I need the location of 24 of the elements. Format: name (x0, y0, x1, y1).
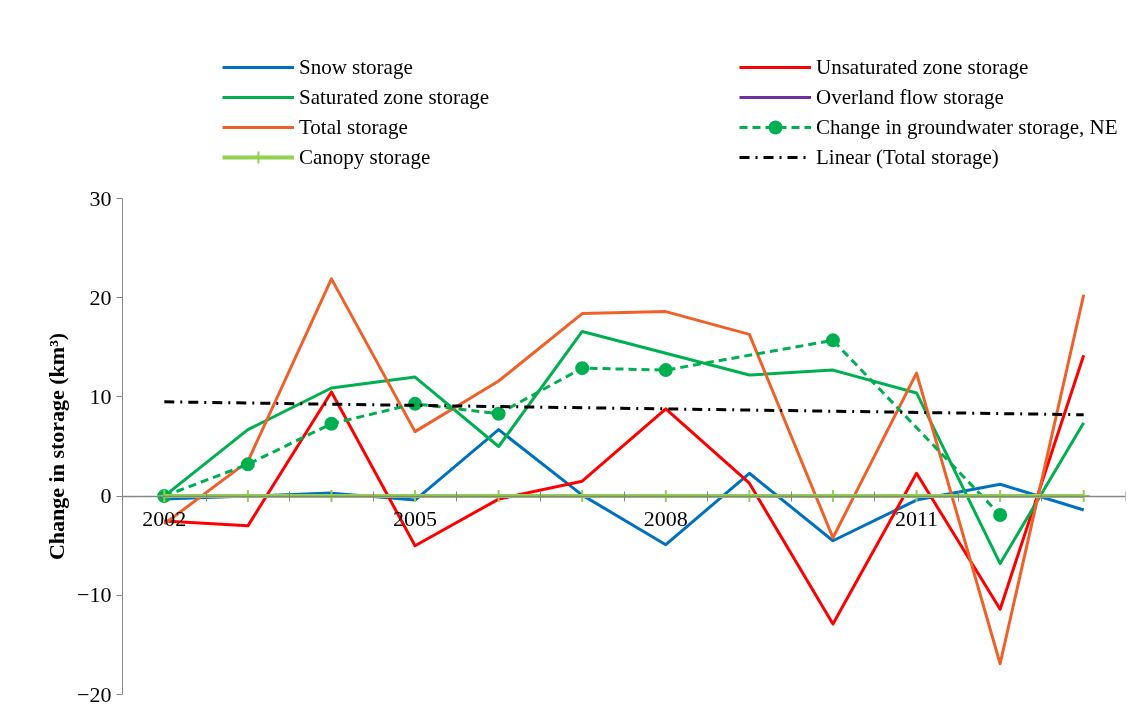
x-tick-label: 2011 (894, 506, 939, 532)
legend-label: Saturated zone storage (299, 83, 491, 111)
y-tick-label: 20 (89, 284, 112, 310)
legend-label: Canopy storage (299, 143, 432, 171)
point (825, 333, 840, 348)
legend-label: Snow storage (299, 53, 414, 81)
y-axis-title: Change in storage (km³) (44, 332, 70, 561)
point (491, 406, 506, 421)
point (240, 457, 255, 472)
legend-label: Overland flow storage (816, 83, 1005, 111)
legend-label: Change in groundwater storage, NE (816, 113, 1119, 141)
point (993, 507, 1008, 522)
legend-label: Total storage (299, 113, 409, 141)
y-tick-label: 30 (89, 185, 112, 211)
y-tick-label: 0 (100, 483, 112, 509)
legend-label: Unsaturated zone storage (816, 53, 1030, 81)
point (324, 416, 339, 431)
x-tick-label: 2008 (643, 506, 688, 532)
point (575, 361, 590, 376)
y-tick-label: −10 (77, 582, 112, 608)
point (658, 363, 673, 378)
y-tick-label: 10 (89, 383, 112, 409)
y-tick-label: −20 (77, 681, 112, 707)
legend-label: Linear (Total storage) (816, 143, 1000, 171)
